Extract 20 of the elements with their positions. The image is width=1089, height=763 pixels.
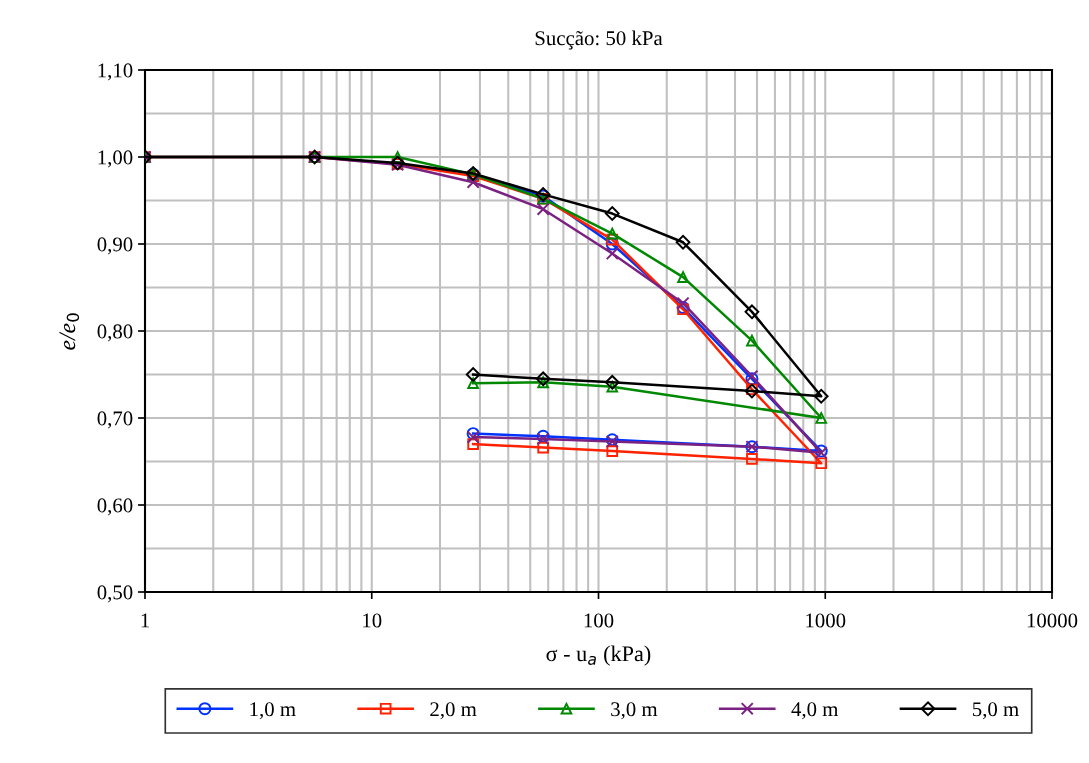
x-tick-label: 10000	[1027, 613, 1078, 628]
y-axis-title: e/e$_{0}$	[59, 313, 80, 350]
chart-title: Sucção: 50 kPa	[535, 30, 663, 50]
y-tick-label: 1,00	[98, 150, 133, 168]
y-tick-label: 0,80	[97, 324, 133, 342]
y-tick-label: 0,50	[97, 585, 133, 603]
x-tick-label: 1000	[806, 613, 846, 628]
y-tick-label: 0,90	[97, 237, 133, 255]
x-tick-label: 100	[584, 613, 614, 628]
x-tick-label: 10	[363, 613, 382, 628]
legend-label: 3,0 m	[611, 702, 658, 720]
y-tick-label: 0,70	[97, 411, 133, 429]
legend-label: 2,0 m	[430, 702, 477, 720]
legend-label: 1,0 m	[250, 702, 296, 720]
x-tick-label: 1	[141, 613, 149, 628]
legend-label: 5,0 m	[972, 702, 1019, 720]
y-tick-label: 0,60	[97, 498, 133, 516]
y-tick-label: 1,10	[98, 63, 133, 81]
legend-label: 4,0 m	[791, 702, 839, 720]
x-axis-title: σ - u$_{a}$ (kPa)	[546, 645, 651, 666]
